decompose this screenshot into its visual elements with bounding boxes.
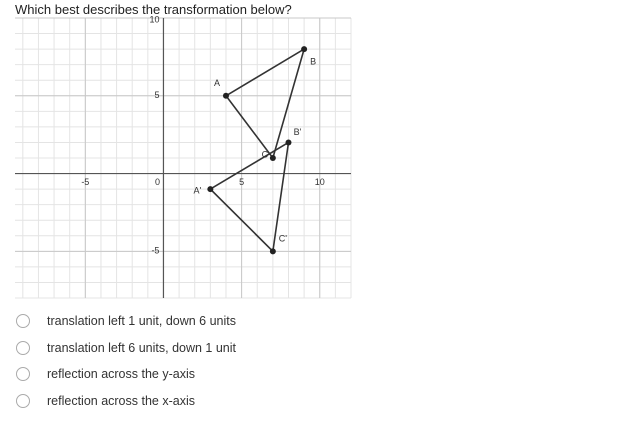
point	[269, 155, 276, 161]
point-label: C'	[279, 234, 287, 244]
x-tick-label: 5	[239, 177, 244, 187]
option[interactable]: translation left 1 unit, down 6 units	[16, 311, 236, 331]
point	[285, 139, 292, 146]
option[interactable]: reflection across the y-axis	[16, 364, 195, 384]
point-label: A'	[193, 185, 201, 195]
x-tick-label: -5	[81, 177, 89, 187]
y-tick-label: 5	[154, 90, 159, 100]
question: Which best describes the transformation …	[15, 2, 292, 17]
radio[interactable]	[16, 314, 30, 328]
point-label: A	[214, 78, 220, 88]
radio[interactable]	[16, 394, 30, 409]
triangle	[209, 140, 290, 254]
point	[301, 46, 308, 53]
point	[207, 186, 214, 193]
point-label: B	[310, 56, 316, 66]
option-text: translation left 6 units, down 1 unit	[47, 340, 237, 355]
option-text: reflection across the x-axis	[47, 394, 195, 409]
y-tick-label: -5	[151, 246, 159, 256]
x-tick-label: 0	[155, 177, 160, 187]
point-label: B'	[294, 127, 302, 137]
radio[interactable]	[16, 340, 30, 355]
option-text: translation left 1 unit, down 6 units	[47, 314, 237, 328]
option-text: reflection across the y-axis	[47, 367, 195, 382]
point-label: C	[262, 149, 269, 159]
y-tick-label: 10	[149, 14, 159, 24]
x-tick-label: 10	[315, 177, 325, 187]
point	[269, 248, 276, 255]
option[interactable]: reflection across the x-axis	[16, 391, 195, 411]
radio[interactable]	[16, 367, 30, 382]
triangle	[224, 47, 306, 160]
option[interactable]: translation left 6 units, down 1 unit	[16, 338, 236, 358]
point	[222, 92, 229, 99]
